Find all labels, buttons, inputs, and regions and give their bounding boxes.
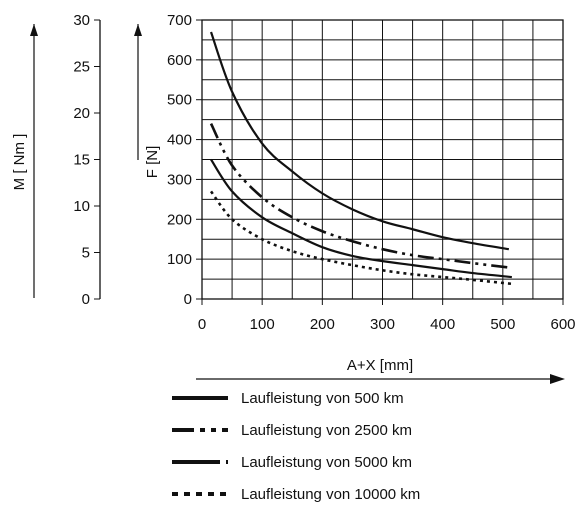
force-axis-label: F [N]	[144, 146, 161, 179]
series-line-2	[209, 123, 513, 270]
x-tick-label: 300	[370, 316, 395, 333]
y-tick-label: 500	[167, 92, 192, 109]
x-axis-label: A+X [mm]	[347, 357, 413, 374]
y-tick-label: 700	[167, 12, 192, 29]
y-tick-label: 0	[184, 291, 192, 308]
x-tick-label: 100	[250, 316, 275, 333]
legend-label-3: Laufleistung von 5000 km	[241, 454, 412, 471]
y-tick-label: 600	[167, 52, 192, 69]
x-tick-label: 600	[550, 316, 575, 333]
x-tick-label: 0	[198, 316, 206, 333]
x-tick-label: 400	[430, 316, 455, 333]
x-arrow-icon	[550, 374, 565, 384]
y-tick-label: 300	[167, 171, 192, 188]
y-tick-label: 100	[167, 251, 192, 268]
series-line-3	[210, 158, 512, 279]
moment-tick-label: 0	[82, 291, 90, 308]
moment-tick-label: 10	[73, 198, 90, 215]
y-tick-label: 400	[167, 132, 192, 149]
legend-label-1: Laufleistung von 500 km	[241, 390, 404, 407]
moment-tick-label: 20	[73, 105, 90, 122]
moment-axis-label: M [ Nm ]	[11, 134, 28, 191]
y-tick-label: 200	[167, 211, 192, 228]
series-line-1	[209, 31, 510, 251]
x-tick-label: 200	[310, 316, 335, 333]
moment-tick-label: 25	[73, 59, 90, 76]
series-line-4	[209, 190, 512, 286]
moment-tick-label: 30	[73, 12, 90, 29]
x-tick-label: 500	[490, 316, 515, 333]
moment-tick-label: 15	[73, 152, 90, 169]
legend-label-2: Laufleistung von 2500 km	[241, 422, 412, 439]
legend-label-4: Laufleistung von 10000 km	[241, 486, 420, 503]
moment-tick-label: 5	[82, 245, 90, 262]
